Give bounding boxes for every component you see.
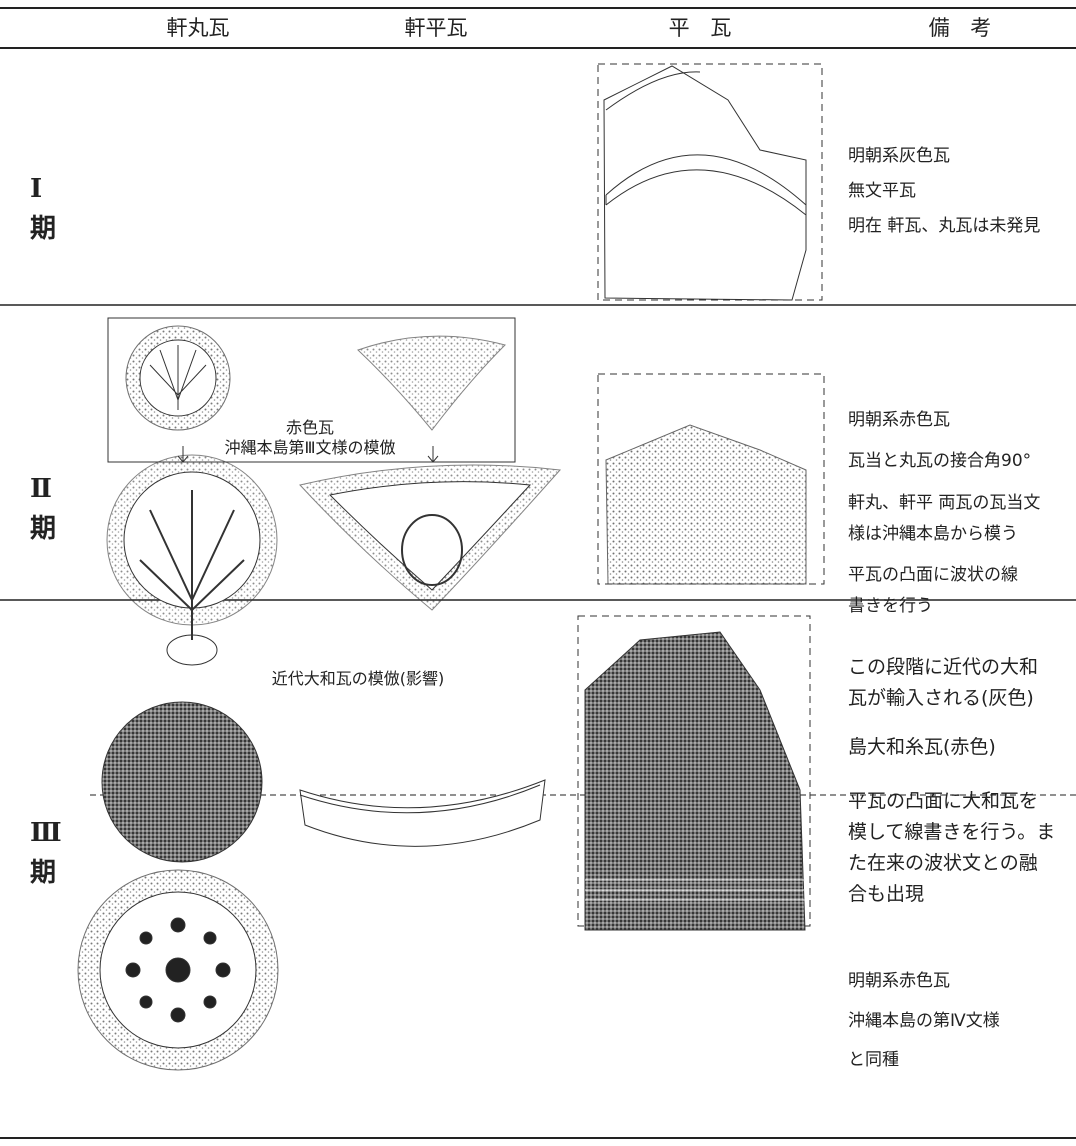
note-line: 平瓦の凸面に波状の線 xyxy=(848,565,1018,585)
period-label: 期 xyxy=(30,214,57,244)
note-line: 明在 軒瓦、丸瓦は未発見 xyxy=(848,216,1041,236)
caption: 赤色瓦 xyxy=(285,418,335,437)
note-line: た在来の波状文との融 xyxy=(848,852,1038,874)
note-line: 模して線書きを行う。ま xyxy=(848,821,1056,843)
note-line: 瓦当と丸瓦の接合角90° xyxy=(848,451,1032,471)
note-line: 軒丸、軒平 両瓦の瓦当文 xyxy=(848,493,1041,513)
note-line: 様は沖縄本島から模う xyxy=(848,524,1018,544)
period-label: 期 xyxy=(30,858,57,888)
note-line: 島大和糸瓦(赤色) xyxy=(848,736,996,758)
column-header: 平 瓦 xyxy=(668,16,732,40)
period-label: Ⅰ xyxy=(30,174,43,204)
note-line: 無文平瓦 xyxy=(848,181,916,201)
caption: 近代大和瓦の模倣(影響) xyxy=(271,669,445,688)
period-3-drawings xyxy=(77,615,811,1071)
caption: 沖縄本島第Ⅲ文様の模倣 xyxy=(224,438,396,457)
note-line: 書きを行う xyxy=(848,596,933,616)
note-line: 明朝系赤色瓦 xyxy=(848,410,950,430)
flat-tile-1 xyxy=(597,63,823,301)
note-line: 合も出現 xyxy=(848,883,925,905)
note-line: 明朝系灰色瓦 xyxy=(848,146,950,166)
period-2-drawings xyxy=(106,317,825,666)
note-line: 瓦が輸入される(灰色) xyxy=(848,687,1034,709)
note-line: 平瓦の凸面に大和瓦を xyxy=(848,790,1039,812)
period-label: Ⅲ xyxy=(30,818,62,848)
note-line: 沖縄本島の第Ⅳ文様 xyxy=(848,1011,1000,1031)
note-line: この段階に近代の大和 xyxy=(848,656,1039,678)
period-label: 期 xyxy=(30,514,57,544)
note-line: と同種 xyxy=(848,1050,899,1070)
column-header: 軒丸瓦 xyxy=(166,16,230,40)
column-header: 軒平瓦 xyxy=(404,16,468,40)
note-line: 明朝系赤色瓦 xyxy=(848,971,950,991)
period-label: Ⅱ xyxy=(30,474,52,504)
column-header: 備 考 xyxy=(928,16,992,40)
